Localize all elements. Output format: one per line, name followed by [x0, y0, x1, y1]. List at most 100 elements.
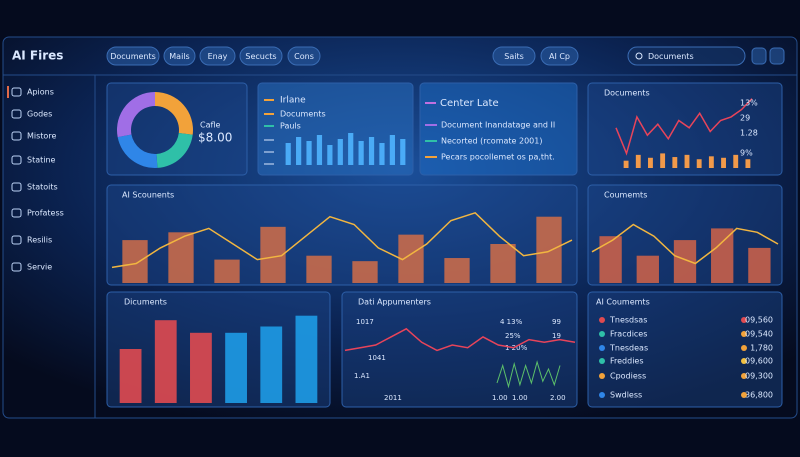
axis-label: 99 [552, 318, 561, 326]
bar [154, 320, 177, 403]
panel [587, 82, 783, 176]
sidebar-item[interactable]: Apions [27, 88, 54, 97]
sidebar-icon [11, 155, 22, 165]
bar [745, 159, 751, 168]
list-value: 09,540 [745, 330, 773, 339]
panel-title: Coumemts [604, 191, 647, 200]
sidebar-icon [11, 131, 22, 141]
sidebar-icon [11, 87, 22, 97]
bar [444, 258, 470, 283]
axis-label: 25% [505, 332, 521, 340]
icon-button[interactable] [769, 47, 785, 65]
list-value: 09,560 [745, 316, 773, 325]
bar [599, 236, 622, 283]
donut-segment [117, 134, 158, 169]
panel-title: Documents [604, 89, 650, 98]
app-title: AI Fires [12, 49, 63, 63]
legend-label: Documents [280, 110, 326, 119]
status-dot [741, 392, 747, 398]
bar [635, 154, 641, 168]
axis-label: 1 20% [505, 344, 528, 352]
search-box[interactable] [627, 46, 746, 66]
search-icon [635, 52, 643, 60]
status-dot [599, 392, 605, 398]
status-dot [741, 358, 747, 364]
bar [708, 156, 714, 168]
tab-label: Mails [169, 52, 189, 61]
bar [306, 141, 312, 165]
tab-button[interactable] [163, 46, 196, 66]
panel-title: Dati Appumenters [358, 298, 431, 307]
action-label: AI Cp [549, 52, 570, 61]
axis-label: 1041 [368, 354, 386, 362]
bar [214, 259, 240, 283]
legend-label: Pauls [280, 122, 301, 131]
bar [696, 159, 702, 168]
status-dot [741, 345, 747, 351]
wave-line [111, 211, 573, 269]
bar [327, 145, 333, 165]
axis-label: 4 13% [500, 318, 523, 326]
bar [225, 332, 247, 403]
tab-button[interactable] [239, 46, 283, 66]
bar [190, 332, 212, 403]
status-dot [599, 317, 605, 323]
list-name: Tnesdeas [609, 344, 648, 353]
sidebar-item[interactable]: Godes [27, 110, 52, 119]
list-name: Tnesdsas [609, 316, 647, 325]
donut-value: $8.00 [198, 131, 232, 145]
status-dot [599, 358, 605, 364]
icon-button[interactable] [751, 47, 767, 65]
panel [419, 82, 578, 176]
tab-button[interactable] [199, 46, 236, 66]
sidebar-icon [11, 262, 22, 272]
tab-button[interactable] [287, 46, 321, 66]
sidebar-item[interactable]: Mistore [27, 132, 56, 141]
info-line: Necorted (rcomate 2001) [441, 137, 542, 146]
bar [673, 240, 697, 283]
sidebar-item[interactable]: Statoits [27, 183, 58, 192]
panel [587, 184, 783, 286]
panel-title: AI Scounents [122, 191, 174, 200]
list-value: 1,780 [750, 344, 773, 353]
action-label: Saits [504, 52, 524, 61]
bar [684, 154, 690, 168]
list-value: 36,800 [745, 391, 773, 400]
bar [536, 216, 562, 283]
bar [119, 349, 142, 403]
tab-label: Cons [294, 52, 314, 61]
sidebar-item[interactable]: Statine [27, 156, 56, 165]
info-line: Pecars pocollemet os pa,tht. [441, 153, 555, 162]
axis-label: 1.A1 [354, 372, 370, 380]
status-dot [741, 331, 747, 337]
search-text: Documents [648, 52, 694, 61]
tab-button[interactable] [106, 46, 160, 66]
bar [623, 160, 629, 168]
action-button[interactable] [540, 46, 579, 66]
line-series [615, 98, 753, 156]
bar [379, 143, 385, 165]
list-value: 09,600 [745, 357, 773, 366]
wave-line [591, 223, 779, 265]
sidebar-item[interactable]: Resilis [27, 236, 52, 245]
bar [490, 244, 516, 283]
list-name: Cpodiess [610, 372, 646, 381]
sidebar-item[interactable]: Profatess [27, 209, 64, 218]
donut-segment [116, 92, 155, 138]
sidebar-item[interactable]: Servie [27, 263, 52, 272]
donut-label: Cafle [200, 121, 221, 130]
axis-label: 9% [740, 149, 753, 158]
bar [168, 232, 194, 283]
bar [389, 135, 395, 165]
bar [316, 135, 323, 165]
action-button[interactable] [492, 46, 536, 66]
list-name: Freddies [610, 357, 644, 366]
donut-segment [155, 92, 193, 135]
bar [733, 154, 739, 168]
line-series [344, 327, 576, 352]
axis-label: 29 [740, 114, 750, 123]
bar [368, 137, 375, 165]
green-series [496, 360, 561, 389]
status-dot [599, 373, 605, 379]
